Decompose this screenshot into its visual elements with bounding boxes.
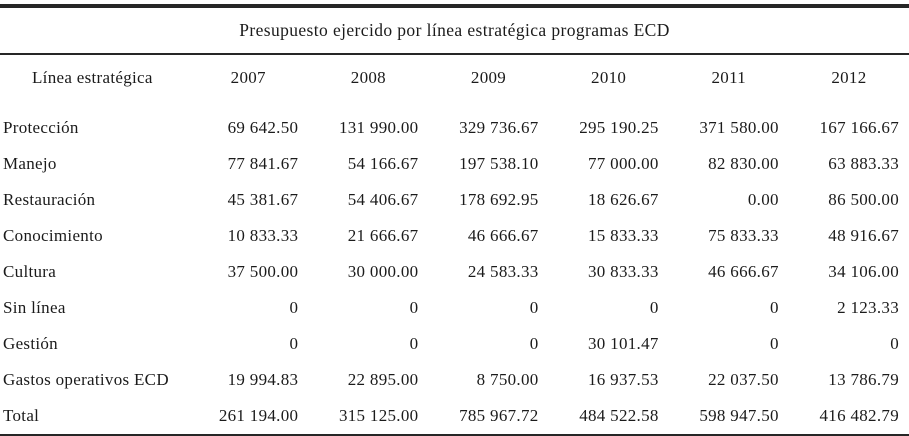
cell-value: 22 895.00	[347, 370, 419, 389]
header-year-2011: 2011	[711, 68, 747, 87]
cell-value: 82 830.00	[708, 154, 779, 173]
header-year-2009: 2009	[470, 68, 507, 87]
row-label: Protección	[3, 118, 79, 137]
top-rule	[0, 4, 909, 8]
table-title: Presupuesto ejercido por línea estratégi…	[239, 20, 670, 40]
table-row-restauracion: Restauración 45 381.67 54 406.67 178 692…	[0, 182, 909, 218]
cell-value: 13 786.79	[828, 370, 899, 389]
row-label: Gastos operativos ECD	[3, 370, 169, 389]
cell-value: 0	[409, 334, 419, 353]
cell-value: 19 994.83	[227, 370, 299, 389]
header-year-2012: 2012	[831, 68, 867, 87]
cell-value: 21 666.67	[347, 226, 419, 245]
cell-value: 0	[770, 298, 779, 317]
budget-table: Línea estratégica 2007 2008 2009 2010 20…	[0, 55, 909, 434]
cell-value: 0	[409, 298, 419, 317]
cell-value: 0	[289, 334, 299, 353]
cell-value: 371 580.00	[699, 118, 779, 137]
cell-value: 0	[890, 334, 899, 353]
cell-value: 261 194.00	[218, 406, 299, 425]
row-label: Cultura	[3, 262, 57, 281]
table-row-sin-linea: Sin línea 0 0 0 0 0 2 123.33	[0, 290, 909, 326]
cell-value: 24 583.33	[467, 262, 539, 281]
row-label: Conocimiento	[3, 226, 103, 245]
row-label: Gestión	[3, 334, 58, 353]
cell-value: 295 190.25	[579, 118, 659, 137]
cell-value: 15 833.33	[588, 226, 659, 245]
cell-value: 30 101.47	[588, 334, 659, 353]
cell-value: 0	[529, 298, 539, 317]
table-body: Protección 69 642.50 131 990.00 329 736.…	[0, 101, 909, 434]
cell-value: 131 990.00	[338, 118, 419, 137]
row-label: Restauración	[3, 190, 96, 209]
row-label: Sin línea	[3, 298, 66, 317]
cell-value: 54 406.67	[347, 190, 419, 209]
cell-value: 329 736.67	[459, 118, 539, 137]
header-linea-estrategica: Línea estratégica	[32, 68, 153, 87]
cell-value: 34 106.00	[828, 262, 899, 281]
cell-value: 16 937.53	[588, 370, 659, 389]
cell-value: 37 500.00	[227, 262, 299, 281]
table-row-gastos-operativos-ecd: Gastos operativos ECD 19 994.83 22 895.0…	[0, 362, 909, 398]
cell-value: 77 000.00	[588, 154, 659, 173]
cell-value: 30 000.00	[347, 262, 419, 281]
cell-value: 45 381.67	[227, 190, 299, 209]
table-row-cultura: Cultura 37 500.00 30 000.00 24 583.33 30…	[0, 254, 909, 290]
cell-value: 484 522.58	[579, 406, 659, 425]
header-year-2008: 2008	[350, 68, 386, 87]
cell-value: 86 500.00	[828, 190, 899, 209]
header-row: Línea estratégica 2007 2008 2009 2010 20…	[0, 55, 909, 101]
cell-value: 22 037.50	[708, 370, 779, 389]
cell-value: 63 883.33	[828, 154, 899, 173]
table-row-proteccion: Protección 69 642.50 131 990.00 329 736.…	[0, 101, 909, 146]
table-header: Línea estratégica 2007 2008 2009 2010 20…	[0, 55, 909, 101]
cell-value: 18 626.67	[588, 190, 659, 209]
cell-value: 0	[770, 334, 779, 353]
cell-value: 69 642.50	[227, 118, 299, 137]
cell-value: 0	[649, 298, 659, 317]
cell-value: 416 482.79	[819, 406, 899, 425]
cell-value: 48 916.67	[828, 226, 899, 245]
cell-value: 197 538.10	[459, 154, 539, 173]
header-year-2010: 2010	[591, 68, 627, 87]
cell-value: 167 166.67	[819, 118, 899, 137]
cell-value: 46 666.67	[708, 262, 779, 281]
table-row-total: Total 261 194.00 315 125.00 785 967.72 4…	[0, 398, 909, 434]
cell-value: 598 947.50	[699, 406, 779, 425]
header-year-2007: 2007	[230, 68, 266, 87]
cell-value: 46 666.67	[467, 226, 539, 245]
row-label: Total	[3, 406, 40, 425]
cell-value: 0	[289, 298, 299, 317]
cell-value: 75 833.33	[708, 226, 779, 245]
cell-value: 54 166.67	[347, 154, 419, 173]
row-label: Manejo	[3, 154, 57, 173]
cell-value: 0.00	[747, 190, 779, 209]
table-row-conocimiento: Conocimiento 10 833.33 21 666.67 46 666.…	[0, 218, 909, 254]
cell-value: 0	[529, 334, 539, 353]
title-separator-rule	[0, 53, 909, 55]
cell-value: 2 123.33	[837, 298, 899, 317]
cell-value: 178 692.95	[459, 190, 539, 209]
cell-value: 315 125.00	[338, 406, 419, 425]
cell-value: 77 841.67	[227, 154, 299, 173]
table-row-gestion: Gestión 0 0 0 30 101.47 0 0	[0, 326, 909, 362]
cell-value: 785 967.72	[459, 406, 539, 425]
cell-value: 30 833.33	[588, 262, 659, 281]
table-row-manejo: Manejo 77 841.67 54 166.67 197 538.10 77…	[0, 146, 909, 182]
cell-value: 8 750.00	[476, 370, 539, 389]
cell-value: 10 833.33	[227, 226, 299, 245]
